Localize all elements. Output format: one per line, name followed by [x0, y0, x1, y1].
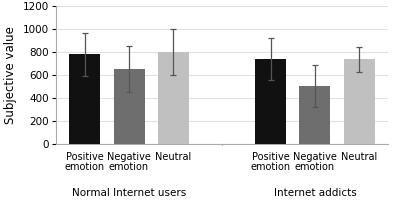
Text: Internet addicts: Internet addicts	[274, 188, 356, 198]
Bar	[158, 52, 189, 144]
Bar	[69, 54, 100, 144]
Bar	[114, 69, 144, 144]
Text: Normal Internet users: Normal Internet users	[72, 188, 186, 198]
Bar	[255, 59, 286, 144]
Bar	[300, 86, 330, 144]
Y-axis label: Subjective value: Subjective value	[4, 26, 17, 124]
Bar	[344, 59, 375, 144]
